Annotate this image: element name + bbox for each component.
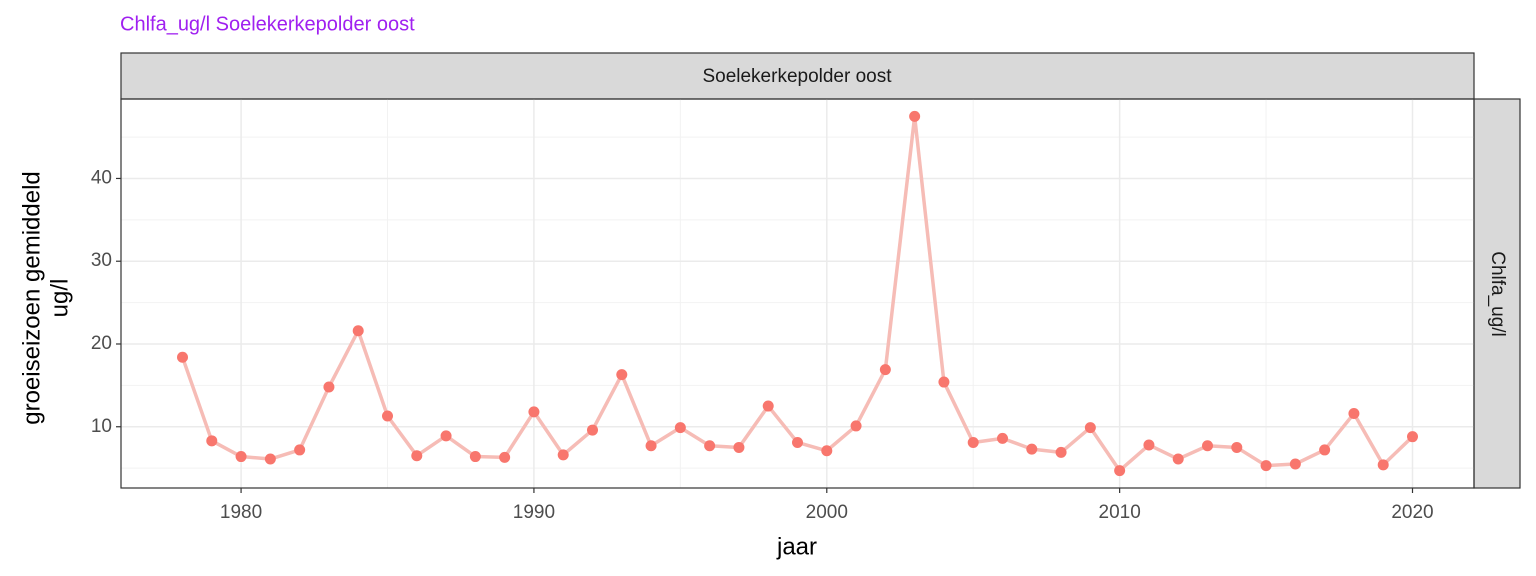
chart-title: Chlfa_ug/l Soelekerkepolder oost	[120, 13, 415, 35]
facet-label: Soelekerkepolder oost	[702, 66, 892, 87]
panel-border	[120, 98, 1475, 489]
series-line	[180, 114, 1414, 473]
data-point	[440, 430, 452, 442]
data-point	[1172, 453, 1184, 465]
x-tick-label: 2020	[1391, 502, 1433, 523]
data-point	[294, 444, 306, 456]
x-tick-label: 2010	[1099, 502, 1141, 523]
data-point	[997, 432, 1008, 444]
data-point	[206, 435, 218, 447]
data-point	[1084, 422, 1096, 434]
data-point	[1319, 444, 1331, 456]
data-point	[616, 369, 628, 381]
data-point	[1055, 446, 1067, 458]
data-point	[674, 422, 686, 434]
data-point	[821, 445, 833, 457]
data-point	[1202, 440, 1213, 452]
data-point	[879, 364, 891, 376]
data-point	[938, 376, 950, 388]
data-point	[645, 440, 657, 452]
x-axis-label: jaar	[776, 533, 817, 560]
data-point	[850, 420, 862, 432]
y-tick-label: 30	[91, 250, 112, 271]
data-point	[1026, 443, 1038, 455]
data-point	[177, 351, 188, 363]
y-tick-label: 10	[91, 416, 112, 437]
y-axis-label: groeiseizoen gemiddeld	[18, 171, 45, 425]
data-point	[1289, 458, 1301, 470]
data-point	[1143, 439, 1155, 451]
facet-strip-top	[120, 52, 1475, 100]
y-axis-label: ug/l	[46, 279, 73, 318]
data-point	[382, 410, 393, 422]
facet-strip-right	[1473, 98, 1521, 489]
data-point	[1377, 459, 1389, 471]
data-point	[1260, 460, 1272, 472]
data-point	[499, 451, 511, 463]
x-tick-label: 2000	[806, 502, 848, 523]
data-point	[1114, 465, 1126, 477]
data-point	[762, 400, 774, 412]
data-point	[792, 436, 803, 448]
facet-label: Chlfa_ug/l	[1487, 251, 1508, 337]
x-tick-label: 1980	[220, 502, 262, 523]
data-point	[469, 451, 481, 463]
data-point	[733, 441, 745, 453]
data-point	[411, 450, 423, 462]
y-tick-label: 20	[91, 333, 112, 354]
data-point	[557, 449, 569, 461]
y-tick-label: 40	[91, 167, 112, 188]
data-point	[909, 110, 921, 122]
data-point	[704, 440, 716, 452]
data-point	[967, 436, 979, 448]
data-point	[587, 424, 598, 436]
data-point	[1348, 408, 1360, 420]
data-point	[352, 325, 364, 337]
data-point	[1231, 441, 1243, 453]
data-point	[235, 451, 247, 463]
data-point	[323, 381, 335, 393]
data-point	[264, 453, 276, 465]
data-point	[1407, 431, 1418, 443]
x-tick-label: 1990	[513, 502, 555, 523]
data-point	[528, 406, 540, 418]
